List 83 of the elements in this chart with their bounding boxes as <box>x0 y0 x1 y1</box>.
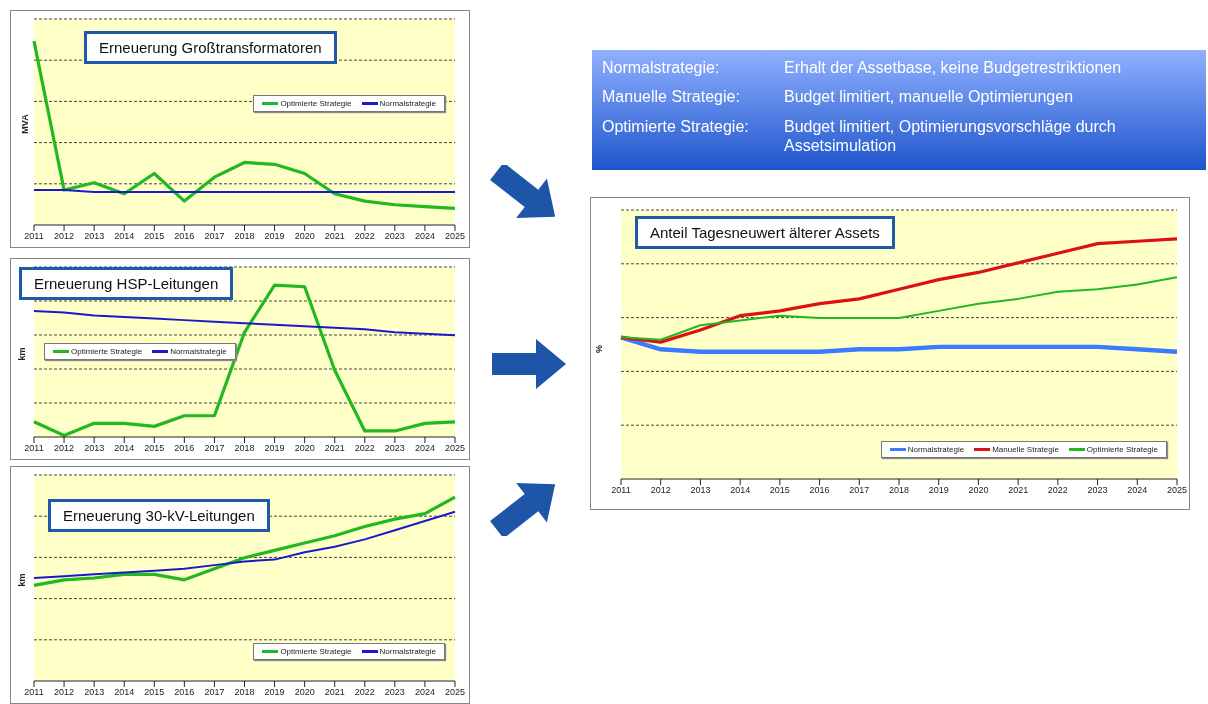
legend-label: Normalstrategie <box>906 445 965 454</box>
x-tick-label: 2015 <box>144 443 165 454</box>
x-tick-label: 2024 <box>414 687 435 698</box>
x-tick-label: 2024 <box>414 443 435 454</box>
x-tick-label: 2023 <box>384 231 405 242</box>
x-tick-label: 2011 <box>611 485 631 496</box>
legend-label: Optimierte Strategie <box>279 647 352 656</box>
y-axis-title: MVA <box>19 114 30 134</box>
x-tick-label: 2017 <box>204 443 225 454</box>
x-tick-label: 2014 <box>730 485 751 496</box>
x-tick-label: 2019 <box>264 687 285 698</box>
x-tick-label: 2017 <box>849 485 870 496</box>
x-tick-label: 2016 <box>809 485 830 496</box>
x-tick-label: 2022 <box>1047 485 1068 496</box>
legend-label: Optimierte Strategie <box>279 99 352 108</box>
x-tick-label: 2016 <box>174 443 195 454</box>
x-tick-label: 2024 <box>1127 485 1148 496</box>
x-tick-label: 2012 <box>54 443 75 454</box>
x-tick-label: 2017 <box>204 231 225 242</box>
x-tick-label: 2020 <box>294 687 315 698</box>
y-axis-title: % <box>594 344 605 353</box>
x-tick-label: 2023 <box>1087 485 1108 496</box>
x-tick-label: 2016 <box>174 231 195 242</box>
legend-label: Normalstrategie <box>378 647 436 656</box>
x-tick-label: 2022 <box>354 687 375 698</box>
x-tick-label: 2011 <box>24 687 44 698</box>
x-tick-label: 2013 <box>84 443 105 454</box>
x-tick-label: 2014 <box>114 687 135 698</box>
x-tick-label: 2018 <box>234 687 255 698</box>
y-axis-title: km <box>16 347 27 361</box>
x-tick-label: 2013 <box>84 231 105 242</box>
x-tick-label: 2019 <box>928 485 949 496</box>
x-tick-label: 2014 <box>114 443 135 454</box>
x-tick-label: 2011 <box>24 231 44 242</box>
text: Budget limitiert, Optimierungsvorschläge durch Assetsimulation <box>784 116 1117 156</box>
x-tick-label: 2019 <box>264 443 285 454</box>
x-tick-label: 2021 <box>324 443 345 454</box>
x-tick-label: 2019 <box>264 231 285 242</box>
x-tick-label: 2022 <box>354 231 375 242</box>
x-tick-label: 2013 <box>690 485 711 496</box>
text: Optimierte Strategie: <box>602 116 750 137</box>
x-tick-label: 2025 <box>444 687 466 698</box>
x-tick-label: 2023 <box>384 443 405 454</box>
x-tick-label: 2020 <box>294 443 315 454</box>
x-tick-label: 2021 <box>1008 485 1029 496</box>
x-tick-label: 2018 <box>234 443 255 454</box>
chart-title: Erneuerung HSP-Leitungen <box>19 267 234 300</box>
x-tick-label: 2025 <box>444 231 466 242</box>
x-tick-label: 2021 <box>324 231 345 242</box>
legend-label: Optimierte Strategie <box>70 347 143 356</box>
chart-title: Anteil Tagesneuwert älterer Assets <box>635 216 895 249</box>
text: Erhalt der Assetbase, keine Budgetrestriktionen <box>784 58 1123 78</box>
x-tick-label: 2015 <box>144 687 165 698</box>
text: Budget limitiert, manuelle Optimierungen <box>784 87 1075 108</box>
legend-label: Manuelle Strategie <box>991 445 1059 454</box>
y-axis-title: km <box>16 573 27 587</box>
x-tick-label: 2016 <box>174 687 195 698</box>
legend-label: Normalstrategie <box>378 99 436 108</box>
legend-label: Normalstrategie <box>169 347 227 356</box>
x-tick-label: 2018 <box>888 485 910 496</box>
text: Normalstrategie: <box>602 58 721 78</box>
x-tick-label: 2025 <box>1166 485 1188 496</box>
x-tick-label: 2015 <box>144 231 165 242</box>
text: Manuelle Strategie: <box>602 87 741 108</box>
x-tick-label: 2023 <box>384 687 405 698</box>
x-tick-label: 2024 <box>414 231 435 242</box>
x-tick-label: 2012 <box>54 231 75 242</box>
x-tick-label: 2015 <box>769 485 790 496</box>
x-tick-label: 2011 <box>24 443 44 454</box>
x-tick-label: 2017 <box>204 687 225 698</box>
x-tick-label: 2013 <box>84 687 105 698</box>
x-tick-label: 2021 <box>324 687 345 698</box>
x-tick-label: 2014 <box>114 231 135 242</box>
x-tick-label: 2025 <box>444 443 466 454</box>
text: Erneuerung 30-kV-Leitungen <box>48 499 270 532</box>
x-tick-label: 2018 <box>234 231 255 242</box>
x-tick-label: 2020 <box>294 231 315 242</box>
x-tick-label: 2012 <box>650 485 671 496</box>
chart-title: Erneuerung Großtransformatoren <box>84 31 337 64</box>
legend-label: Optimierte Strategie <box>1085 445 1158 454</box>
x-tick-label: 2022 <box>354 443 375 454</box>
x-tick-label: 2020 <box>968 485 989 496</box>
x-tick-label: 2012 <box>54 687 75 698</box>
